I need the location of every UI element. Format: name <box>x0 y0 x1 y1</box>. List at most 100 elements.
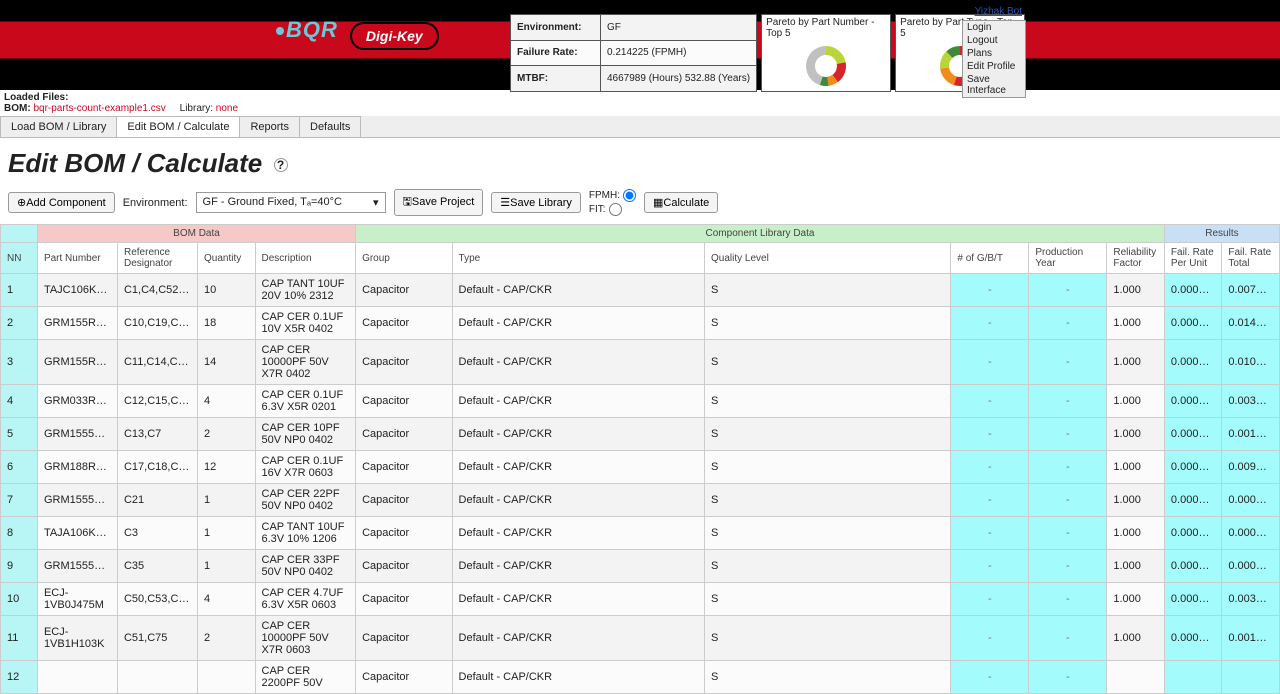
cell-ql[interactable]: S <box>705 307 951 340</box>
cell-part[interactable]: GRM1555C1H1... <box>37 418 117 451</box>
cell-qty[interactable]: 10 <box>198 274 255 307</box>
cell-type[interactable]: Default - CAP/CKR <box>452 340 704 385</box>
fit-radio[interactable]: FIT: <box>589 203 636 216</box>
cell-desc[interactable]: CAP CER 4.7UF 6.3V X5R 0603 <box>255 583 356 616</box>
cell-type[interactable]: Default - CAP/CKR <box>452 661 704 694</box>
cell-desc[interactable]: CAP CER 22PF 50V NP0 0402 <box>255 484 356 517</box>
cell-group[interactable]: Capacitor <box>356 583 452 616</box>
cell-ref[interactable]: C13,C7 <box>117 418 197 451</box>
cell-desc[interactable]: CAP CER 10PF 50V NP0 0402 <box>255 418 356 451</box>
cell-part[interactable]: TAJA106K006R <box>37 517 117 550</box>
col-type[interactable]: Type <box>452 243 704 274</box>
table-row[interactable]: 7GRM1555C1H2...C211CAP CER 22PF 50V NP0 … <box>1 484 1280 517</box>
tab-defaults[interactable]: Defaults <box>299 116 361 137</box>
cell-desc[interactable]: CAP CER 0.1UF 10V X5R 0402 <box>255 307 356 340</box>
cell-type[interactable]: Default - CAP/CKR <box>452 550 704 583</box>
table-row[interactable]: 3GRM155R71H1...C11,C14,C16,C...14CAP CER… <box>1 340 1280 385</box>
cell-ref[interactable]: C10,C19,C27,C... <box>117 307 197 340</box>
cell-part[interactable]: TAJC106K020R <box>37 274 117 307</box>
fpmh-radio[interactable]: FPMH: <box>589 189 636 202</box>
cell-ql[interactable]: S <box>705 484 951 517</box>
col-ql[interactable]: Quality Level <box>705 243 951 274</box>
cell-group[interactable]: Capacitor <box>356 385 452 418</box>
cell-ref[interactable]: C21 <box>117 484 197 517</box>
table-row[interactable]: 6GRM188R71C1...C17,C18,C22,C...12CAP CER… <box>1 451 1280 484</box>
menu-edit-profile[interactable]: Edit Profile <box>963 60 1025 73</box>
cell-gbt[interactable]: - <box>951 274 1029 307</box>
cell-group[interactable]: Capacitor <box>356 340 452 385</box>
cell-desc[interactable]: CAP CER 10000PF 50V X7R 0603 <box>255 616 356 661</box>
cell-prod[interactable]: - <box>1029 340 1107 385</box>
cell-desc[interactable]: CAP CER 10000PF 50V X7R 0402 <box>255 340 356 385</box>
table-row[interactable]: 5GRM1555C1H1...C13,C72CAP CER 10PF 50V N… <box>1 418 1280 451</box>
cell-group[interactable]: Capacitor <box>356 307 452 340</box>
cell-group[interactable]: Capacitor <box>356 484 452 517</box>
cell-group[interactable]: Capacitor <box>356 451 452 484</box>
cell-qty[interactable]: 1 <box>198 517 255 550</box>
cell-qty[interactable]: 1 <box>198 484 255 517</box>
cell-part[interactable]: ECJ-1VB1H103K <box>37 616 117 661</box>
table-row[interactable]: 12CAP CER 2200PF 50VCapacitorDefault - C… <box>1 661 1280 694</box>
cell-group[interactable]: Capacitor <box>356 661 452 694</box>
cell-gbt[interactable]: - <box>951 661 1029 694</box>
col-relf[interactable]: Reliability Factor <box>1107 243 1165 274</box>
cell-gbt[interactable]: - <box>951 583 1029 616</box>
cell-desc[interactable]: CAP CER 0.1UF 16V X7R 0603 <box>255 451 356 484</box>
cell-prod[interactable]: - <box>1029 583 1107 616</box>
cell-prod[interactable]: - <box>1029 484 1107 517</box>
cell-qty[interactable]: 2 <box>198 418 255 451</box>
cell-part[interactable]: GRM155R71H1... <box>37 340 117 385</box>
cell-ref[interactable]: C1,C4,C52,C56,... <box>117 274 197 307</box>
col-qty[interactable]: Quantity <box>198 243 255 274</box>
cell-ql[interactable]: S <box>705 616 951 661</box>
cell-qty[interactable] <box>198 661 255 694</box>
col-gbt[interactable]: # of G/B/T <box>951 243 1029 274</box>
table-row[interactable]: 8TAJA106K006RC31CAP TANT 10UF 6.3V 10% 1… <box>1 517 1280 550</box>
cell-prod[interactable]: - <box>1029 418 1107 451</box>
col-part[interactable]: Part Number <box>37 243 117 274</box>
cell-gbt[interactable]: - <box>951 451 1029 484</box>
col-frpu[interactable]: Fail. Rate Per Unit <box>1164 243 1221 274</box>
cell-ql[interactable]: S <box>705 340 951 385</box>
cell-group[interactable]: Capacitor <box>356 616 452 661</box>
cell-type[interactable]: Default - CAP/CKR <box>452 451 704 484</box>
cell-type[interactable]: Default - CAP/CKR <box>452 307 704 340</box>
cell-desc[interactable]: CAP CER 2200PF 50V <box>255 661 356 694</box>
cell-prod[interactable]: - <box>1029 550 1107 583</box>
cell-part[interactable]: ECJ-1VB0J475M <box>37 583 117 616</box>
cell-part[interactable]: GRM155R61A1... <box>37 307 117 340</box>
cell-part[interactable]: GRM1555C1H2... <box>37 484 117 517</box>
cell-type[interactable]: Default - CAP/CKR <box>452 385 704 418</box>
cell-type[interactable]: Default - CAP/CKR <box>452 583 704 616</box>
cell-gbt[interactable]: - <box>951 307 1029 340</box>
cell-ql[interactable]: S <box>705 451 951 484</box>
cell-part[interactable]: GRM1555C1H3... <box>37 550 117 583</box>
tab-edit-bom[interactable]: Edit BOM / Calculate <box>116 116 240 137</box>
cell-gbt[interactable]: - <box>951 484 1029 517</box>
cell-part[interactable]: GRM033R60J10... <box>37 385 117 418</box>
cell-desc[interactable]: CAP TANT 10UF 20V 10% 2312 <box>255 274 356 307</box>
col-nn[interactable]: NN <box>1 243 38 274</box>
cell-ref[interactable]: C51,C75 <box>117 616 197 661</box>
cell-prod[interactable]: - <box>1029 661 1107 694</box>
cell-part[interactable]: GRM188R71C1... <box>37 451 117 484</box>
cell-ql[interactable]: S <box>705 385 951 418</box>
cell-qty[interactable]: 4 <box>198 583 255 616</box>
col-prod[interactable]: Production Year <box>1029 243 1107 274</box>
cell-desc[interactable]: CAP CER 0.1UF 6.3V X5R 0201 <box>255 385 356 418</box>
cell-gbt[interactable]: - <box>951 616 1029 661</box>
cell-ql[interactable]: S <box>705 418 951 451</box>
table-row[interactable]: 2GRM155R61A1...C10,C19,C27,C...18CAP CER… <box>1 307 1280 340</box>
cell-gbt[interactable]: - <box>951 418 1029 451</box>
cell-qty[interactable]: 14 <box>198 340 255 385</box>
save-project-button[interactable]: 🖫Save Project <box>394 189 484 216</box>
cell-ref[interactable]: C17,C18,C22,C... <box>117 451 197 484</box>
cell-prod[interactable]: - <box>1029 274 1107 307</box>
tab-load-bom[interactable]: Load BOM / Library <box>0 116 117 137</box>
cell-gbt[interactable]: - <box>951 340 1029 385</box>
cell-qty[interactable]: 1 <box>198 550 255 583</box>
table-row[interactable]: 10ECJ-1VB0J475MC50,C53,C74,C774CAP CER 4… <box>1 583 1280 616</box>
menu-logout[interactable]: Logout <box>963 34 1025 47</box>
cell-gbt[interactable]: - <box>951 517 1029 550</box>
col-frt[interactable]: Fail. Rate Total <box>1222 243 1280 274</box>
